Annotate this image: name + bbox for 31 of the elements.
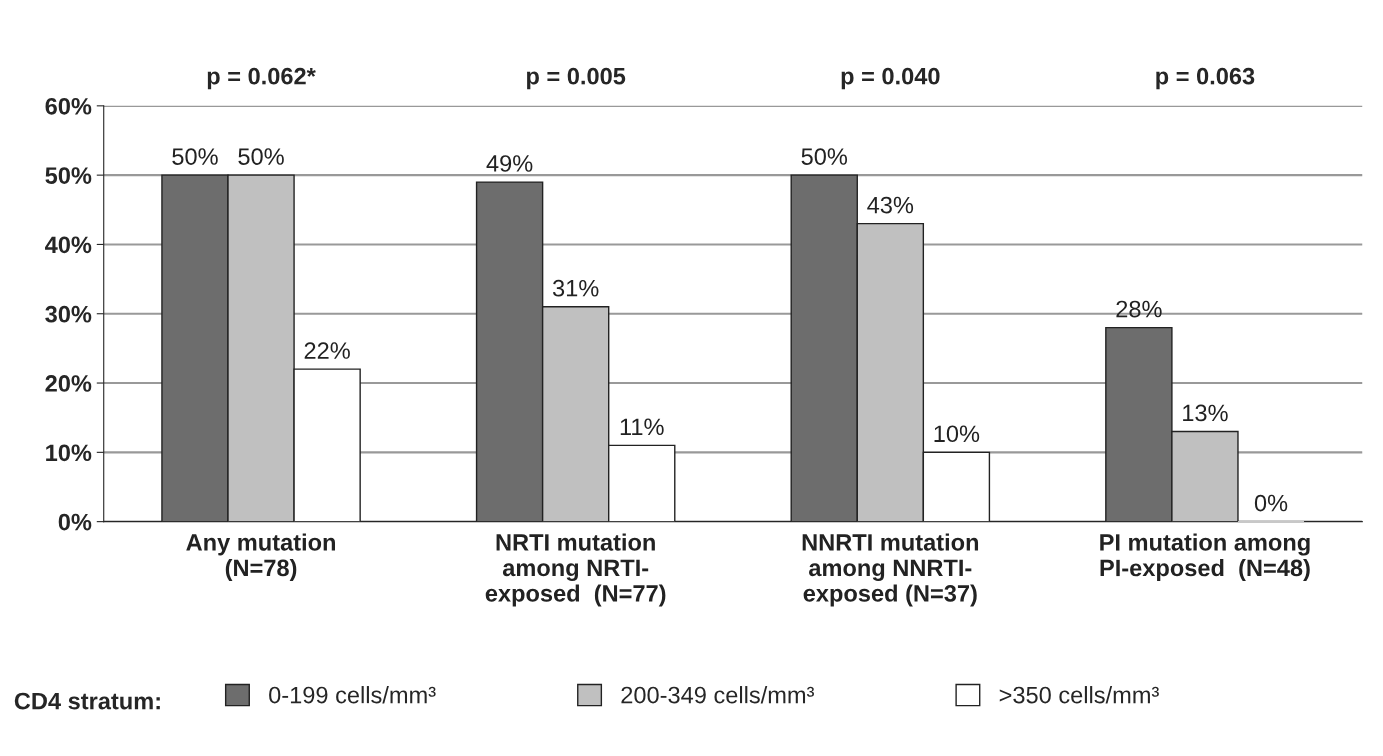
y-tick-label: 60% bbox=[45, 97, 92, 115]
text: p = 0.040 bbox=[841, 67, 940, 90]
legend-title: CD4 stratum: bbox=[14, 692, 160, 710]
legend-label: 0-199 cells/mm³ bbox=[269, 686, 436, 704]
x-tick-label: PI mutation among PI-exposed (N=48) bbox=[1100, 533, 1310, 581]
data-label: 10% bbox=[934, 425, 980, 443]
data-label: 50% bbox=[238, 148, 284, 165]
data-label: 22% bbox=[304, 342, 350, 359]
data-label: 49% bbox=[486, 155, 533, 172]
y-tick-label: 0% bbox=[58, 513, 92, 531]
data-label: 31% bbox=[552, 279, 599, 297]
y-tick-label: 50% bbox=[45, 167, 92, 184]
text: p = 0.005 bbox=[527, 67, 626, 90]
y-tick-label: 40% bbox=[45, 236, 92, 254]
x-tick-label: NRTI mutation among NRTI- exposed (N=77) bbox=[485, 533, 666, 607]
data-label: 28% bbox=[1116, 300, 1162, 318]
data-label: 13% bbox=[1183, 404, 1228, 422]
x-tick-label: Any mutation (N=78) bbox=[186, 533, 336, 581]
legend-label: >350 cells/mm³ bbox=[999, 686, 1159, 704]
data-label: 0% bbox=[1254, 494, 1288, 512]
y-tick-label: 30% bbox=[45, 305, 92, 323]
y-tick-label: 20% bbox=[45, 375, 92, 392]
y-tick-label: 10% bbox=[46, 444, 92, 462]
data-label: 43% bbox=[867, 196, 914, 214]
legend-label: 200-349 cells/mm³ bbox=[621, 686, 814, 704]
x-tick-label: NNRTI mutation among NNRTI- exposed (N=37) bbox=[802, 533, 979, 607]
data-label: 50% bbox=[172, 148, 218, 165]
text: p = 0.063 bbox=[1156, 67, 1255, 90]
text: p = 0.062* bbox=[207, 67, 316, 90]
data-label: 50% bbox=[801, 148, 848, 165]
data-label: 11% bbox=[620, 418, 664, 436]
